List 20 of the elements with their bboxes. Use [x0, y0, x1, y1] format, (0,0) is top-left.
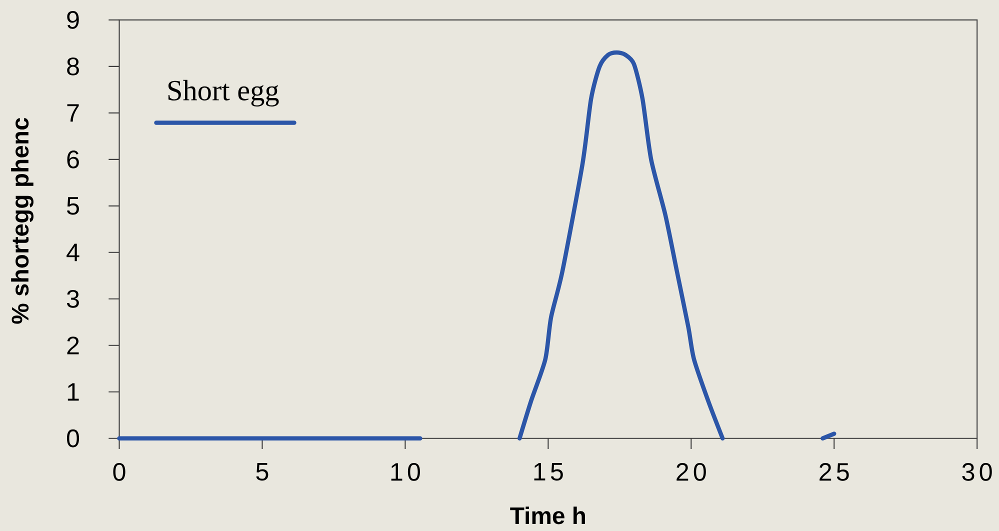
x-tick-label: 15	[534, 462, 563, 481]
y-tick-label: 1	[68, 383, 79, 401]
y-tick-label: 4	[66, 244, 80, 262]
y-tick-label: 7	[67, 104, 79, 122]
x-tick-label: 25	[820, 462, 849, 481]
y-tick-label: 2	[67, 336, 79, 354]
y-tick-label: 5	[66, 197, 79, 215]
y-tick-label: 8	[67, 57, 79, 76]
y-tick-label: 6	[67, 150, 79, 168]
x-tick-label: 5	[256, 462, 268, 481]
x-tick-label: 30	[962, 462, 992, 481]
y-axis-title: % shortegg phenc	[11, 118, 34, 324]
y-tick-label: 3	[66, 290, 79, 308]
x-axis-title: Time h	[510, 506, 585, 524]
text: Short egg	[168, 80, 279, 106]
x-tick-label: 10	[391, 462, 420, 481]
y-tick-label: 9	[67, 10, 79, 29]
y-tick-label: 0	[66, 429, 80, 448]
x-tick-label: 0	[113, 462, 126, 481]
x-tick-label: 20	[676, 462, 706, 481]
